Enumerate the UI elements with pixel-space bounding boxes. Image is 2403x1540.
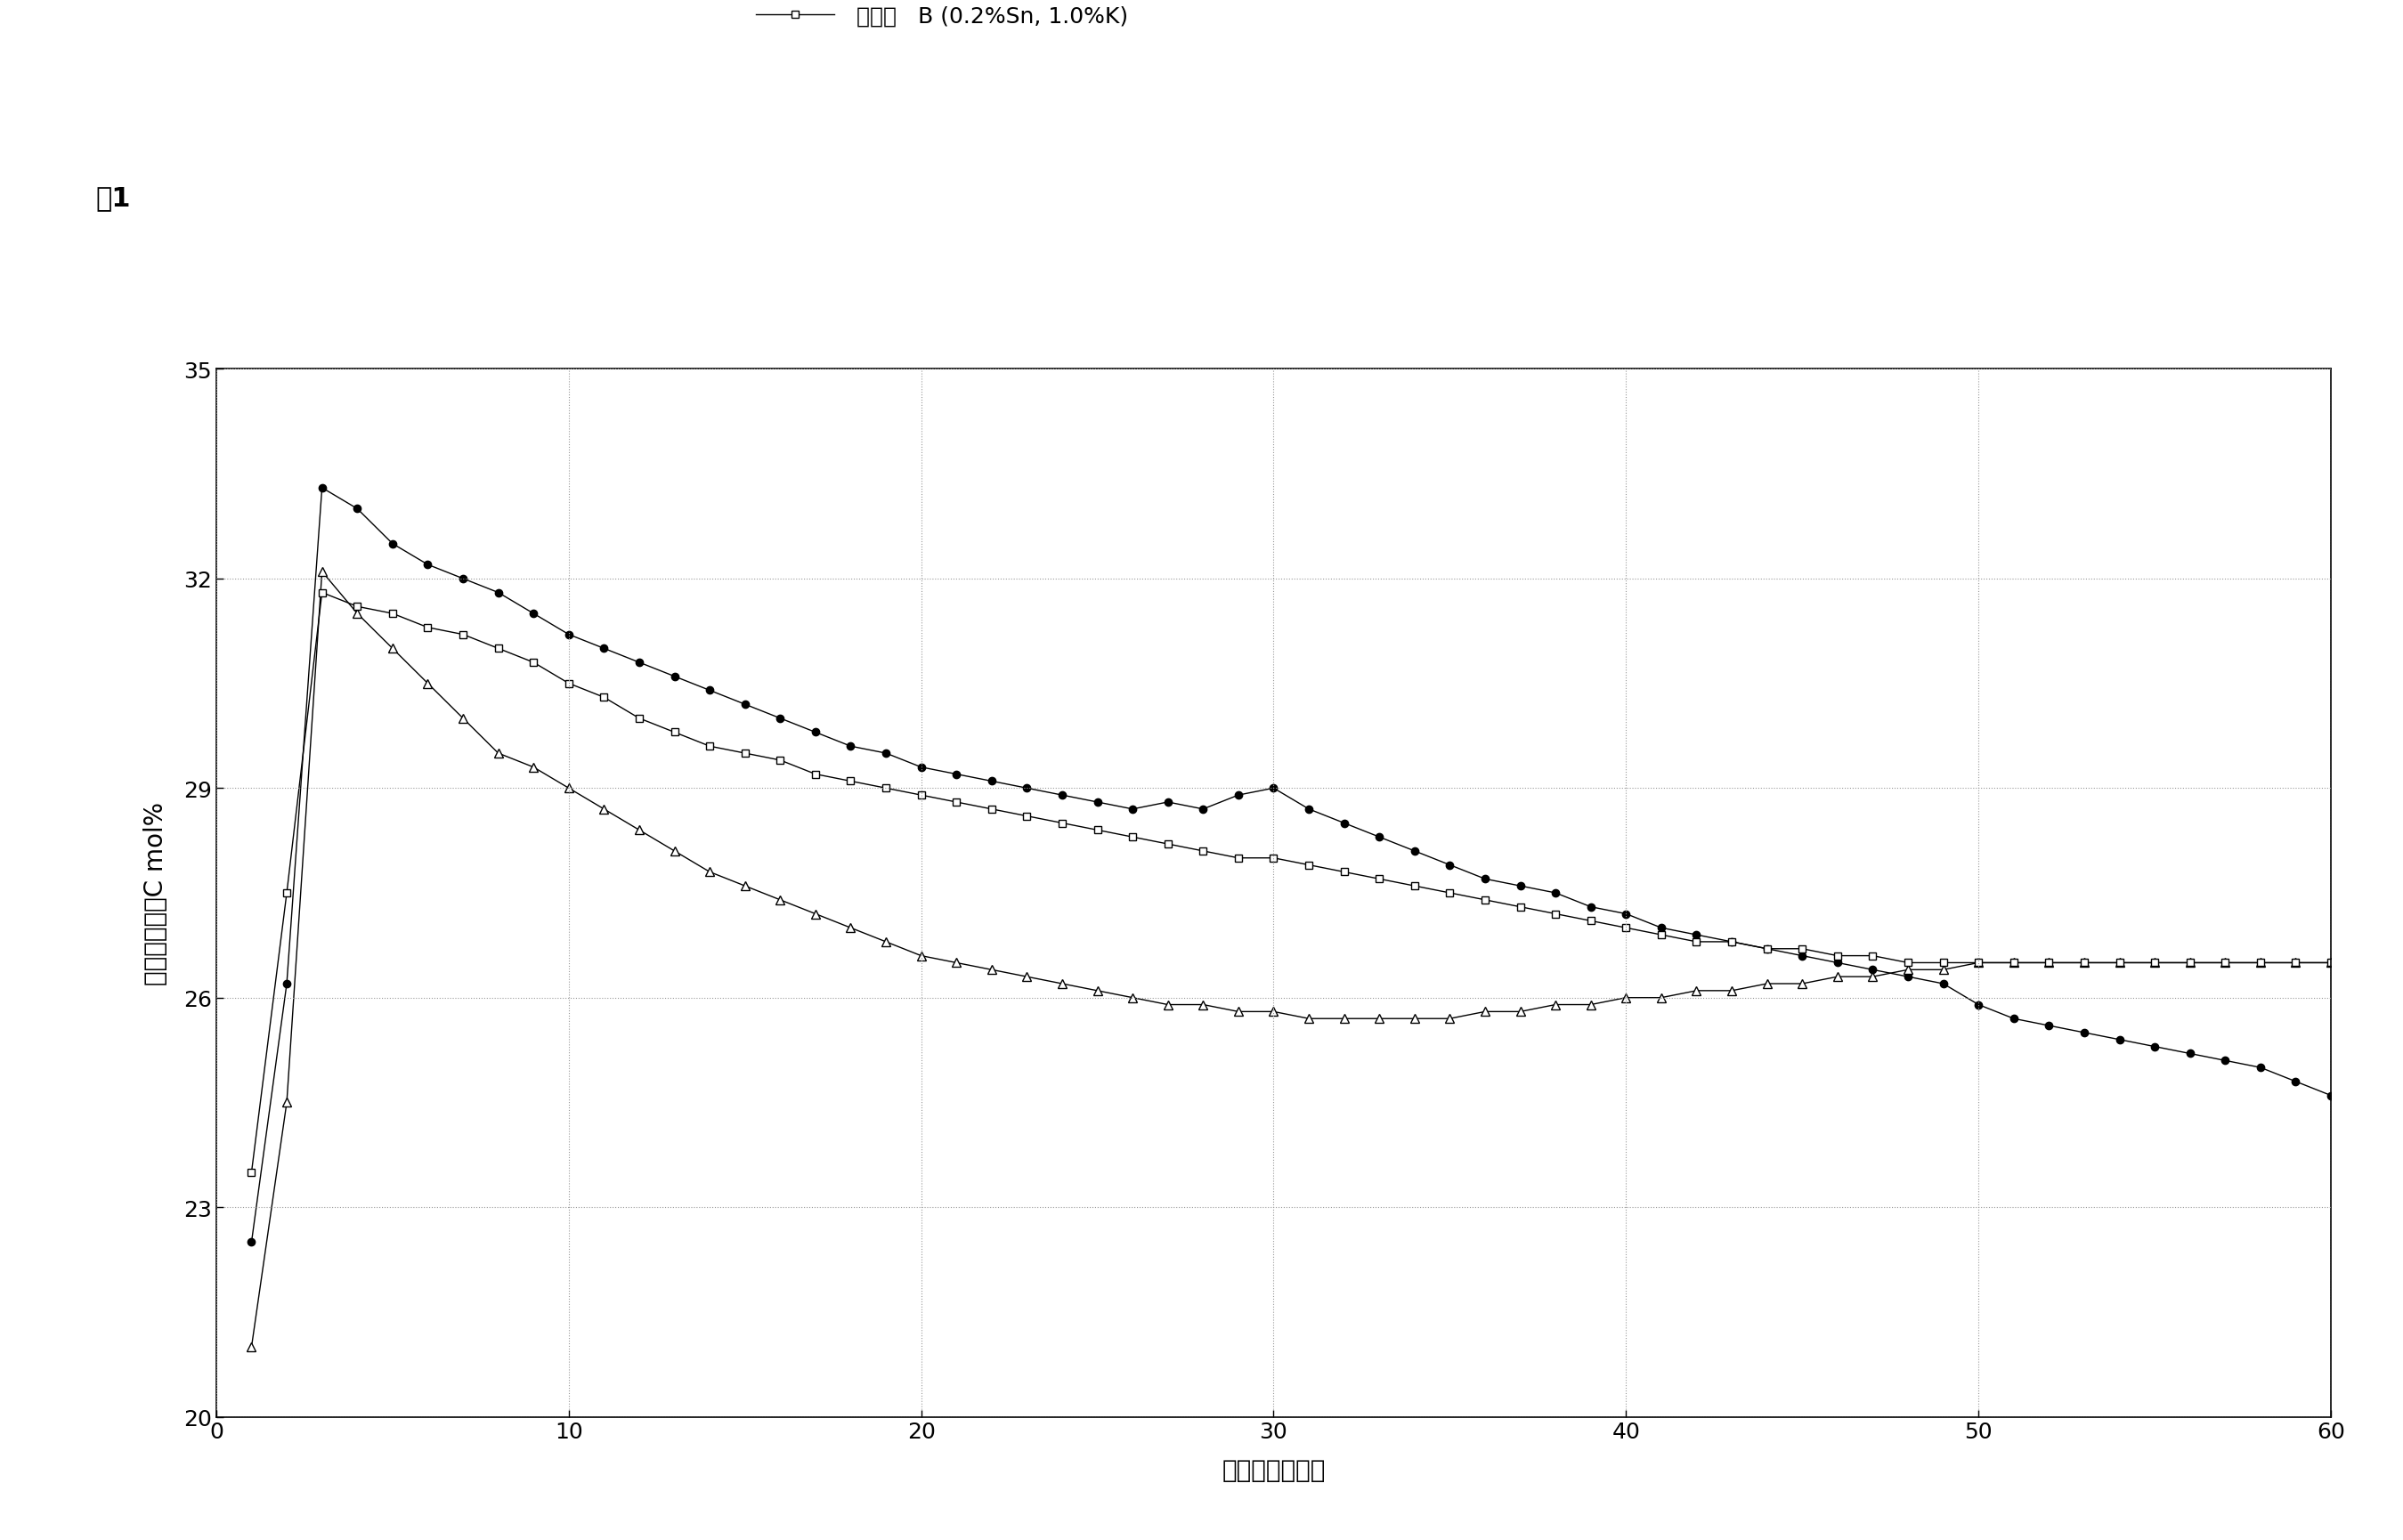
催化剂   C (0.17Sn, 1.0%K) bbox=[308, 479, 336, 497]
催化剂   B (0.2%Sn, 1.0%K) bbox=[942, 793, 971, 812]
Text: 图1: 图1 bbox=[96, 185, 132, 211]
催化剂   A (0.2%Sn, 0.7%K) bbox=[2316, 953, 2345, 972]
催化剂   A (0.2%Sn, 0.7%K) bbox=[625, 821, 654, 839]
催化剂   C (0.17Sn, 1.0%K) bbox=[942, 765, 971, 784]
催化剂   B (0.2%Sn, 1.0%K) bbox=[238, 1163, 267, 1181]
催化剂   C (0.17Sn, 1.0%K) bbox=[625, 653, 654, 671]
催化剂   B (0.2%Sn, 1.0%K) bbox=[2316, 953, 2345, 972]
催化剂   A (0.2%Sn, 0.7%K) bbox=[308, 562, 336, 581]
催化剂   C (0.17Sn, 1.0%K) bbox=[800, 724, 829, 742]
催化剂   B (0.2%Sn, 1.0%K) bbox=[1576, 912, 1605, 930]
催化剂   C (0.17Sn, 1.0%K) bbox=[872, 744, 901, 762]
催化剂   A (0.2%Sn, 0.7%K) bbox=[800, 906, 829, 924]
催化剂   C (0.17Sn, 1.0%K) bbox=[2316, 1086, 2345, 1104]
催化剂   C (0.17Sn, 1.0%K) bbox=[238, 1234, 267, 1252]
Line: 催化剂   B (0.2%Sn, 1.0%K): 催化剂 B (0.2%Sn, 1.0%K) bbox=[248, 590, 2336, 1177]
催化剂   A (0.2%Sn, 0.7%K) bbox=[1576, 996, 1605, 1015]
催化剂   A (0.2%Sn, 0.7%K) bbox=[872, 933, 901, 952]
催化剂   C (0.17Sn, 1.0%K) bbox=[1576, 898, 1605, 916]
催化剂   B (0.2%Sn, 1.0%K) bbox=[872, 779, 901, 798]
催化剂   A (0.2%Sn, 0.7%K) bbox=[238, 1338, 267, 1357]
催化剂   A (0.2%Sn, 0.7%K) bbox=[978, 961, 1007, 979]
催化剂   C (0.17Sn, 1.0%K) bbox=[978, 772, 1007, 790]
催化剂   B (0.2%Sn, 1.0%K) bbox=[625, 710, 654, 728]
催化剂   A (0.2%Sn, 0.7%K) bbox=[942, 953, 971, 972]
Line: 催化剂   A (0.2%Sn, 0.7%K): 催化剂 A (0.2%Sn, 0.7%K) bbox=[248, 568, 2336, 1351]
催化剂   B (0.2%Sn, 1.0%K) bbox=[800, 765, 829, 784]
催化剂   B (0.2%Sn, 1.0%K) bbox=[978, 801, 1007, 819]
Legend: 催化剂   C (0.17Sn, 1.0%K), 催化剂   A (0.2%Sn, 0.7%K), 催化剂   B (0.2%Sn, 1.0%K): 催化剂 C (0.17Sn, 1.0%K), 催化剂 A (0.2%Sn, 0.… bbox=[757, 0, 1127, 28]
Line: 催化剂   C (0.17Sn, 1.0%K): 催化剂 C (0.17Sn, 1.0%K) bbox=[248, 485, 2336, 1246]
X-axis label: 生产时间，小时: 生产时间，小时 bbox=[1221, 1457, 1326, 1481]
催化剂   B (0.2%Sn, 1.0%K) bbox=[308, 584, 336, 602]
Y-axis label: 丙烷转化率，C mol%: 丙烷转化率，C mol% bbox=[144, 801, 168, 986]
